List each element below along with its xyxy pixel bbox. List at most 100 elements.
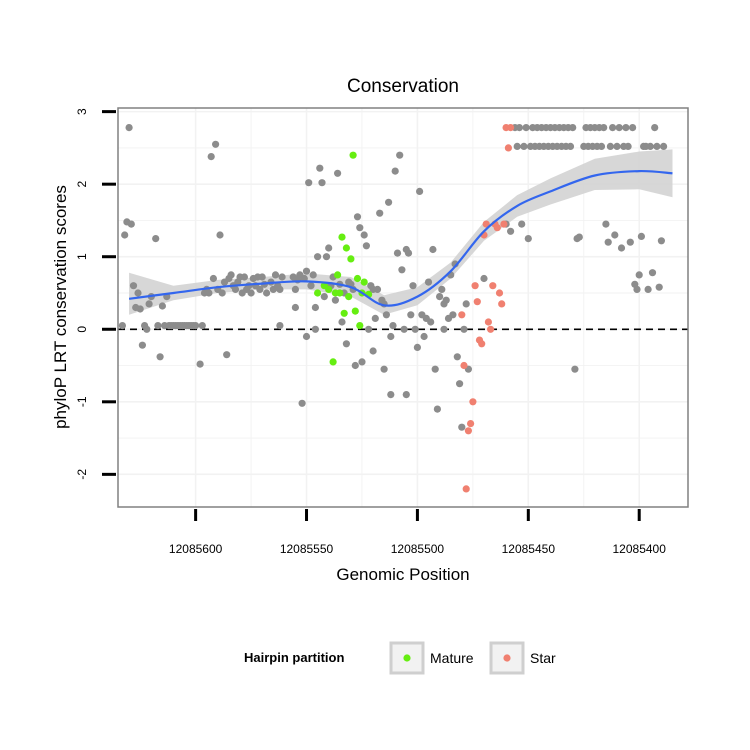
data-point-other xyxy=(431,365,439,373)
data-point-other xyxy=(145,300,153,308)
data-point-other xyxy=(360,231,368,239)
data-point-other xyxy=(571,365,579,373)
data-point-star xyxy=(469,398,477,406)
data-point-other xyxy=(309,271,317,279)
data-point-other xyxy=(404,249,413,257)
data-point-star xyxy=(489,282,497,290)
x-tick-label: 12085450 xyxy=(502,542,556,556)
data-point-other xyxy=(156,353,164,361)
data-point-other xyxy=(458,423,466,431)
data-point-other xyxy=(407,311,415,319)
data-point-other xyxy=(152,235,160,243)
data-point-other xyxy=(609,124,617,132)
data-point-other xyxy=(338,318,346,326)
data-point-mature xyxy=(347,255,355,263)
confidence-ribbon-layer xyxy=(129,149,673,315)
data-point-other xyxy=(298,399,306,407)
data-point-mature xyxy=(338,233,346,241)
data-point-mature xyxy=(314,289,322,297)
data-point-other xyxy=(644,285,652,293)
legend-entry-mature: Mature xyxy=(389,641,474,675)
data-point-other xyxy=(622,124,630,132)
data-point-star xyxy=(467,420,475,428)
data-point-other xyxy=(143,325,151,333)
data-point-other xyxy=(520,142,528,150)
data-point-other xyxy=(449,311,457,319)
data-point-other xyxy=(121,231,129,239)
data-point-other xyxy=(597,142,606,150)
y-tick-label: -1 xyxy=(75,396,89,407)
data-point-mature xyxy=(351,307,359,315)
legend-label-mature: Mature xyxy=(430,650,474,666)
data-point-other xyxy=(409,282,417,290)
data-point-other xyxy=(524,235,532,243)
data-point-other xyxy=(271,271,280,279)
data-point-mature xyxy=(360,278,368,286)
legend-title: Hairpin partition xyxy=(244,650,344,665)
data-point-mature xyxy=(349,151,357,159)
data-point-other xyxy=(385,198,393,206)
data-point-other xyxy=(442,296,450,304)
data-point-other xyxy=(154,322,162,330)
data-point-other xyxy=(318,179,326,187)
data-point-other xyxy=(606,142,615,150)
data-point-star xyxy=(460,361,468,370)
data-point-star xyxy=(493,224,501,232)
data-point-other xyxy=(256,285,264,293)
x-axis: 12085600 12085550 12085500 12085450 12085400 xyxy=(169,509,666,556)
x-tick-label: 12085550 xyxy=(280,542,334,556)
data-point-other xyxy=(617,244,626,252)
y-tick-label: -2 xyxy=(75,469,89,480)
data-point-other xyxy=(637,232,646,240)
data-point-other xyxy=(276,322,284,330)
data-point-other xyxy=(604,238,612,246)
y-tick-label: 3 xyxy=(75,108,89,115)
data-point-star xyxy=(458,311,466,319)
data-point-other xyxy=(127,220,135,228)
gridlines xyxy=(118,108,688,507)
data-point-star xyxy=(462,485,470,493)
data-point-other xyxy=(192,322,200,330)
data-point-other xyxy=(376,209,384,217)
data-point-other xyxy=(433,405,441,413)
data-point-mature xyxy=(340,309,348,317)
data-point-other xyxy=(369,347,377,355)
smooth-line-layer xyxy=(128,169,673,307)
data-point-star xyxy=(500,220,508,228)
data-point-other xyxy=(416,187,424,195)
data-point-other xyxy=(629,124,637,132)
data-point-other xyxy=(456,380,464,388)
legend-label-star: Star xyxy=(530,650,556,666)
data-point-mature xyxy=(345,293,353,301)
data-point-other xyxy=(569,124,577,132)
data-point-other xyxy=(615,124,623,132)
data-point-other xyxy=(660,142,668,150)
data-point-other xyxy=(307,282,315,290)
data-point-other xyxy=(522,124,530,132)
data-point-other xyxy=(325,244,333,252)
data-point-other xyxy=(158,302,166,310)
data-point-other xyxy=(624,142,632,150)
data-point-other xyxy=(218,289,226,297)
chart-title: Conservation xyxy=(347,76,459,97)
data-point-other xyxy=(138,341,146,349)
data-point-other xyxy=(398,266,406,274)
data-point-mature xyxy=(356,322,364,330)
data-point-other xyxy=(389,322,397,330)
data-point-other xyxy=(227,271,235,279)
data-point-other xyxy=(651,124,659,132)
data-point-mature xyxy=(342,244,350,252)
data-point-other xyxy=(362,242,370,250)
data-point-star xyxy=(482,220,490,228)
data-point-star xyxy=(484,318,492,326)
data-point-other xyxy=(351,361,359,370)
data-point-other xyxy=(507,227,515,235)
legend: Hairpin partition Mature Star xyxy=(244,641,556,675)
data-point-mature xyxy=(336,289,344,297)
x-axis-label: Genomic Position xyxy=(336,565,469,584)
data-point-other xyxy=(134,289,142,297)
data-point-other xyxy=(316,164,324,172)
y-tick-label: 0 xyxy=(75,326,89,333)
data-point-other xyxy=(209,274,217,283)
data-point-other xyxy=(460,325,468,333)
